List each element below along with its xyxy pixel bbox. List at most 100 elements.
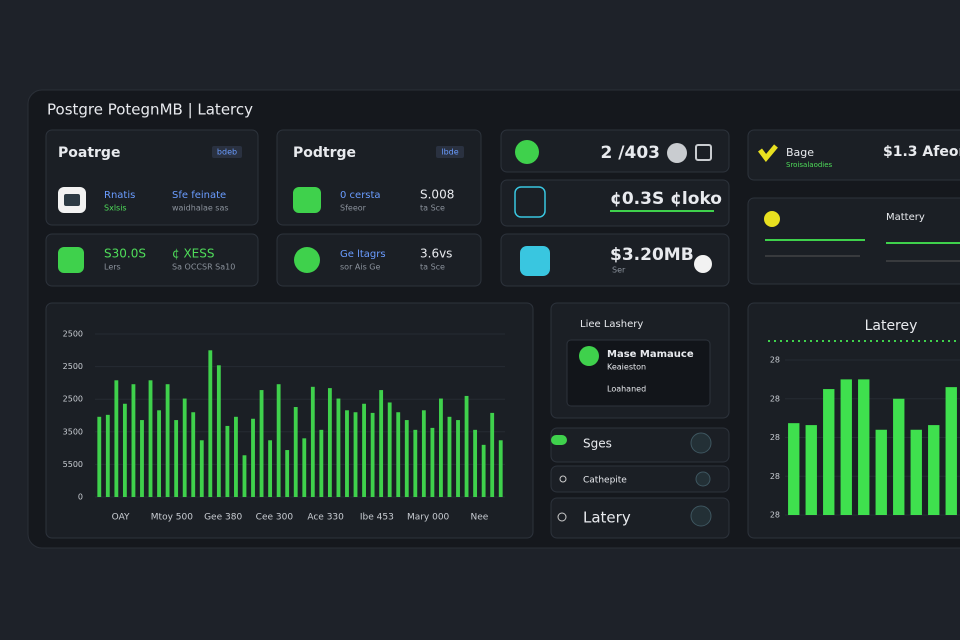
bar [910, 429, 922, 515]
badge [436, 146, 464, 158]
card-label: Rnatis [104, 190, 135, 201]
card-label: Sfe feinate [172, 190, 226, 201]
bar [165, 384, 170, 497]
bar [439, 398, 443, 497]
bar [259, 390, 264, 497]
card [276, 233, 482, 287]
list-title: Liee Lashery [580, 319, 643, 330]
side-sub: Sroisalaodies [786, 161, 833, 169]
side-card [747, 129, 960, 181]
bar [131, 384, 136, 497]
bar [216, 365, 221, 497]
bar [456, 420, 460, 497]
bar [404, 420, 409, 497]
bar [234, 416, 238, 497]
icon [694, 255, 712, 273]
bar [875, 429, 887, 515]
chart-panel [747, 302, 960, 539]
bar [928, 425, 940, 515]
icon [514, 186, 546, 218]
card-label: Ge ltagrs [340, 249, 386, 260]
x-tick-label: Cee 300 [256, 513, 294, 523]
bar [370, 412, 375, 497]
y-tick-label: 3500 [63, 427, 83, 436]
badge-text: bdeb [217, 148, 237, 157]
bar [285, 450, 290, 497]
list-row[interactable] [550, 427, 730, 463]
card-sub: Lers [104, 263, 121, 272]
icon [557, 512, 567, 522]
bar [396, 412, 401, 497]
icon [579, 346, 599, 366]
bar [225, 425, 230, 497]
card [276, 129, 482, 226]
badge-text: lbde [441, 148, 458, 157]
card-sub: ta Sce [420, 263, 445, 272]
icon [690, 505, 712, 527]
y-tick-label: 28 [770, 511, 780, 520]
y-tick-label: 2500 [63, 395, 83, 404]
bar [387, 402, 392, 497]
bar [353, 412, 358, 497]
item-note: Loahaned [607, 385, 646, 394]
icon [695, 471, 711, 487]
bar [893, 398, 905, 515]
bar [498, 440, 503, 497]
y-tick-label: 28 [770, 394, 780, 403]
bar [140, 420, 144, 497]
bar [276, 384, 281, 497]
item-sub: Keaieston [607, 363, 646, 372]
list-item [566, 339, 711, 407]
bar [430, 427, 435, 497]
bar [473, 429, 478, 497]
card-label: 0 cersta [340, 190, 381, 201]
icon [690, 432, 712, 454]
bar [157, 410, 161, 497]
icon [559, 475, 567, 483]
bar [182, 398, 187, 497]
bar [823, 389, 835, 515]
card-sub: Sxlsis [104, 204, 127, 213]
bar [191, 412, 196, 497]
bar [302, 438, 307, 497]
stat-sub: Ser [612, 266, 626, 275]
side-value: $1.3 Afeone [883, 144, 960, 160]
card-sub: ta Sce [420, 204, 445, 213]
bar [97, 416, 102, 497]
bar [319, 429, 324, 497]
stat-card [500, 179, 730, 227]
icon [667, 143, 687, 163]
card-sub: sor Ais Ge [340, 263, 381, 272]
bar [174, 420, 179, 497]
y-tick-label: 28 [770, 472, 780, 481]
bar [251, 418, 255, 497]
card-label: 3.6vs [420, 247, 452, 261]
card-label: ¢ XESS [172, 247, 215, 261]
bar [421, 410, 426, 497]
bar [413, 429, 418, 497]
item-title: Mase Mamauce [607, 349, 694, 360]
card-sub: waidhalae sas [172, 204, 229, 213]
card-sub: Sfeeor [340, 204, 367, 213]
y-tick-label: 2500 [63, 330, 83, 339]
list-row[interactable] [550, 465, 730, 493]
icon [520, 246, 550, 276]
bar [490, 412, 495, 497]
icon [58, 247, 84, 273]
icon [64, 194, 80, 206]
y-tick-label: 0 [78, 493, 83, 502]
y-tick-label: 2500 [63, 362, 83, 371]
x-tick-label: Nee [470, 513, 488, 523]
bar [199, 440, 204, 497]
stat-value: ¢0.3S ¢loko [610, 189, 722, 209]
side-panel-title: Mattery [886, 212, 925, 223]
chart-panel [45, 302, 534, 539]
badge [212, 146, 242, 158]
bar [464, 395, 469, 497]
x-tick-label: Gee 380 [204, 513, 242, 523]
bar [148, 380, 153, 497]
y-tick-label: 5500 [63, 460, 83, 469]
bar [788, 423, 800, 515]
list-row[interactable] [550, 497, 730, 539]
